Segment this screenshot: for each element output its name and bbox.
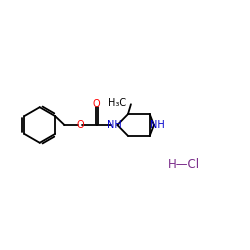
Text: H—Cl: H—Cl [168,158,200,171]
Text: NH: NH [150,120,164,130]
Text: NH: NH [106,120,121,130]
Text: H₃C: H₃C [108,98,126,108]
Text: O: O [93,99,100,109]
Text: O: O [76,120,84,130]
